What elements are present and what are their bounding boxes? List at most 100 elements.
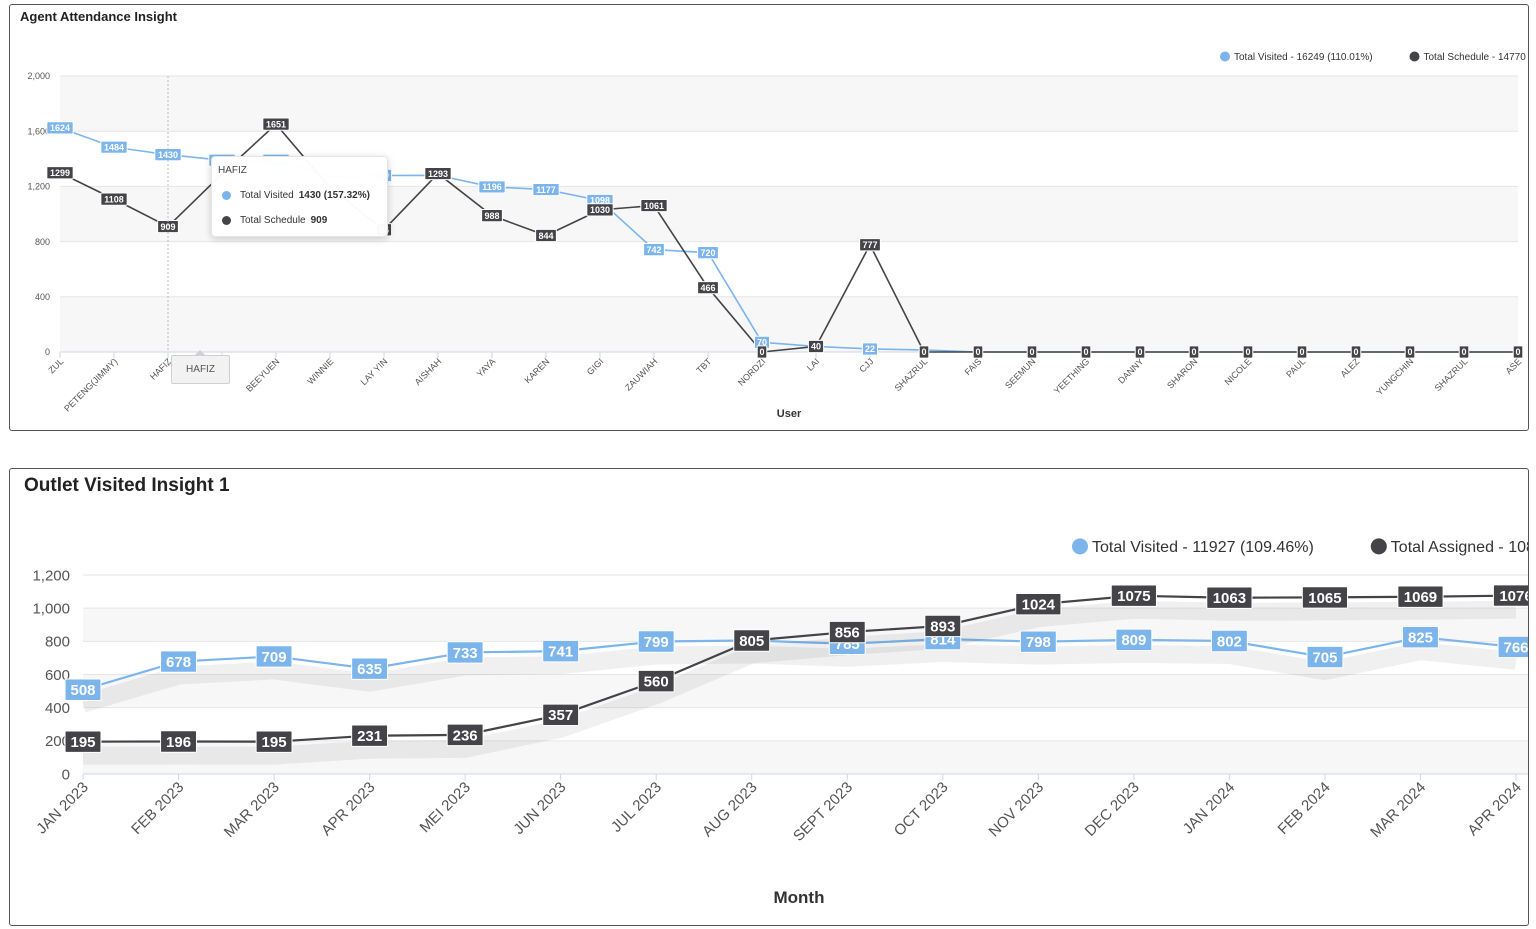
x-tick-label: ZAUWIAH	[623, 356, 659, 392]
data-label: 1075	[1117, 588, 1150, 605]
legend-item: Total Visited - 16249 (110.01%)	[1234, 52, 1373, 63]
legend-item: Total Assigned - 10896	[1391, 539, 1528, 556]
data-label: 40	[811, 342, 821, 352]
data-label-box	[446, 641, 484, 664]
x-tick-label: ALEZ	[1338, 356, 1361, 379]
x-tick-label: SHAZRUL	[1433, 356, 1470, 393]
data-label-box	[255, 730, 293, 753]
data-label-box	[861, 342, 879, 356]
data-label: 0	[1029, 347, 1034, 357]
data-label-box	[1188, 345, 1200, 359]
data-label: 720	[700, 248, 715, 258]
data-label: 766	[1503, 639, 1528, 656]
data-label: 1063	[1213, 590, 1246, 607]
data-label-box	[1134, 345, 1146, 359]
data-label: 70	[757, 338, 767, 348]
data-label-box	[828, 620, 866, 644]
x-tick-label: KAREN	[522, 356, 551, 385]
data-label-box	[1026, 345, 1038, 359]
y-tick-label: 800	[35, 237, 50, 247]
x-tick-label: APR 2023	[318, 779, 378, 839]
legend-marker	[1220, 51, 1230, 62]
x-tick-label: APR 2024	[1464, 779, 1524, 839]
series-line-total-schedule	[59, 123, 1518, 353]
data-label-box	[1242, 345, 1254, 359]
data-label: 1098	[590, 196, 610, 206]
data-label: 709	[262, 649, 287, 666]
data-label: 1430	[158, 150, 178, 160]
x-tick-label: JAN 2024	[1180, 779, 1239, 838]
data-label: 195	[262, 734, 287, 751]
y-tick-label: 600	[45, 667, 70, 684]
outlet-visited-chart[interactable]: 0 200 400 600 800 1,000 1,200 JAN 2023 FEB 2023 M…	[10, 469, 1528, 925]
legend-marker	[1409, 51, 1420, 62]
data-label-box	[1497, 635, 1528, 659]
series-shadow	[82, 600, 1517, 765]
data-label-box	[1306, 645, 1344, 669]
data-label-box	[64, 730, 102, 753]
tooltip-row-schedule: Total Schedule 909	[222, 215, 327, 226]
x-tick-label: BEEYUEN	[244, 356, 281, 393]
x-tick-label: LAI	[805, 356, 822, 373]
data-label-box	[1296, 345, 1308, 359]
data-label-box	[64, 678, 102, 701]
data-label: 909	[160, 222, 175, 232]
y-tick-label: 1,200	[27, 182, 50, 192]
data-label-box	[1402, 625, 1439, 649]
data-label: 678	[166, 654, 191, 671]
data-label: 1061	[644, 201, 664, 211]
data-label: 0	[1353, 347, 1358, 357]
x-tick-label: YEETHING	[1052, 356, 1092, 396]
data-label: 805	[739, 633, 764, 650]
x-axis-title: Month	[774, 888, 825, 907]
data-label: 0	[1461, 347, 1466, 357]
data-label-box	[640, 198, 668, 213]
data-label: 844	[538, 231, 553, 241]
x-tick-label: MAR 2023	[221, 779, 283, 841]
data-label-box	[1301, 586, 1349, 609]
data-label: 988	[484, 211, 499, 221]
x-tick-label: MEI 2023	[417, 779, 474, 836]
x-tick-label: SEEMUN	[1003, 356, 1037, 390]
data-label: 1065	[1308, 590, 1341, 607]
x-tick-label: PAUL	[1284, 356, 1307, 379]
y-tick-label: 400	[45, 700, 70, 717]
data-label: 1076	[1499, 588, 1528, 605]
data-label-box	[697, 246, 719, 260]
x-tick-label: YUNGCHIN	[1374, 356, 1415, 397]
x-axis-title: User	[777, 408, 802, 420]
data-label: 799	[644, 634, 669, 651]
x-tick-label: SHAZRUL	[893, 356, 930, 393]
data-label-box	[756, 345, 768, 359]
x-tick-label: OCT 2023	[891, 779, 952, 840]
x-tick-label: LAY YIN	[359, 356, 390, 387]
x-tick-label: DEC 2023	[1082, 779, 1143, 840]
data-label: 893	[930, 618, 955, 635]
data-label-box	[1397, 585, 1444, 608]
data-label: 466	[700, 283, 715, 293]
data-label: 0	[1299, 347, 1304, 357]
data-label-box	[1206, 586, 1253, 609]
tooltip-label: Total Schedule	[240, 215, 306, 226]
data-label-box	[807, 339, 825, 354]
x-tick-label: CJJ	[857, 356, 875, 374]
plot-band	[60, 76, 1518, 132]
data-label: 0	[1191, 347, 1196, 357]
data-label-box	[424, 166, 452, 181]
data-label: 733	[453, 645, 478, 662]
data-label: 825	[1408, 630, 1433, 647]
y-tick-label: 1,200	[32, 567, 70, 584]
data-label: 1177	[536, 185, 556, 195]
data-label-box	[1015, 592, 1062, 616]
tooltip-value: 909	[310, 215, 328, 226]
x-tick-label: ZUL	[46, 356, 65, 375]
series-shadow	[80, 642, 1517, 713]
plot-band	[83, 740, 1528, 774]
data-label-box	[918, 345, 930, 359]
data-label: 809	[1121, 632, 1146, 649]
data-label: 0	[1245, 347, 1250, 357]
tooltip-category: HAFIZ	[218, 165, 247, 176]
x-tick-label: YAYA	[475, 356, 498, 379]
data-label: 236	[453, 727, 478, 744]
series-tooltip: HAFIZ Total Visited 1430 (157.32%) Total…	[211, 156, 388, 237]
